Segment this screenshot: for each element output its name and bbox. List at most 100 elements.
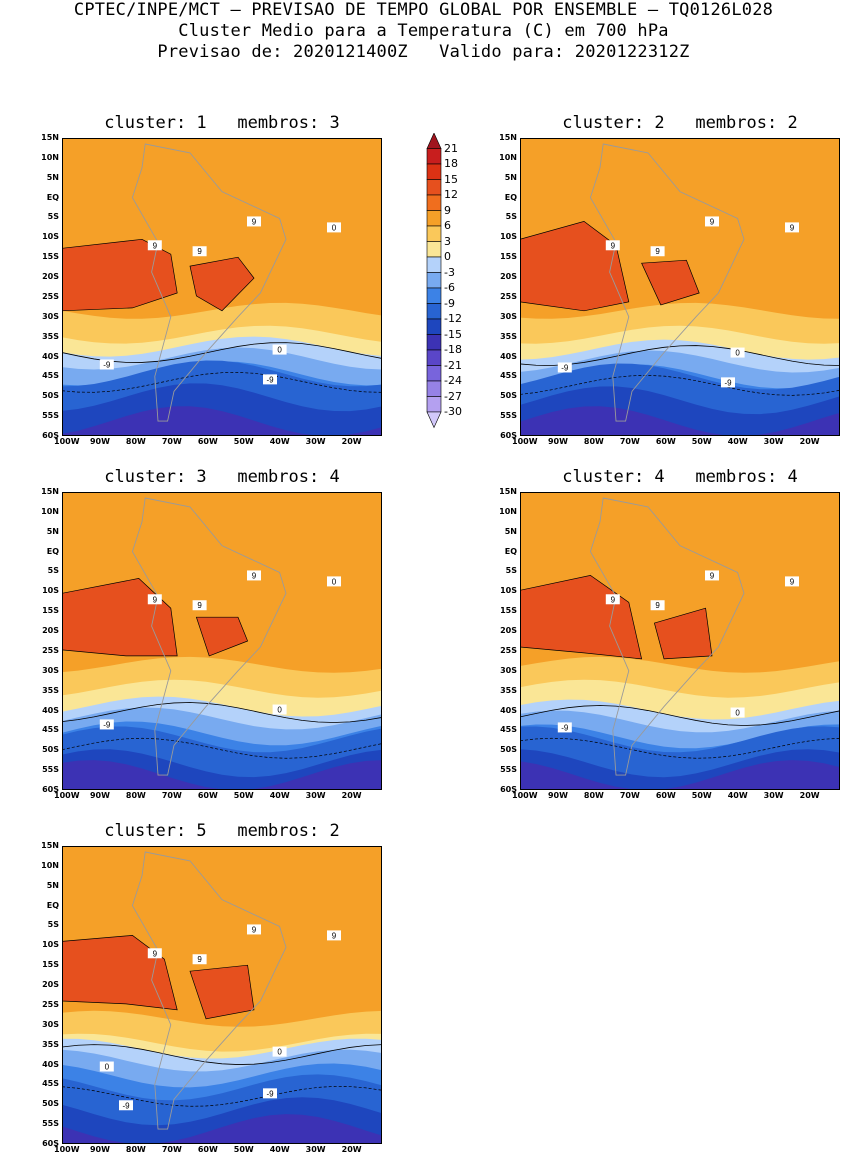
latitude-label: 45S	[42, 1079, 59, 1089]
latitude-label: 20S	[500, 626, 517, 636]
longitude-label: 40W	[727, 791, 748, 800]
latitude-label: 5S	[47, 212, 59, 222]
latitude-label: 20S	[42, 626, 59, 636]
latitude-label: 10N	[41, 860, 59, 870]
colorbar-swatch	[426, 225, 442, 242]
svg-text:0: 0	[332, 577, 337, 586]
temperature-band	[62, 760, 382, 790]
latitude-label: 15N	[41, 133, 59, 142]
latitude-label: 5N	[46, 880, 59, 890]
continent-outline	[589, 143, 745, 422]
contour-label: 9	[327, 930, 341, 941]
longitude-label: 40W	[727, 437, 748, 446]
colorbar-swatch	[426, 256, 442, 273]
warm-region-9	[520, 221, 630, 312]
latitude-label: 15S	[42, 960, 59, 970]
warm-region-9	[641, 259, 700, 306]
colorbar-swatch	[426, 303, 442, 320]
colorbar-swatch	[426, 287, 442, 304]
svg-text:9: 9	[790, 223, 795, 232]
svg-text:-9: -9	[266, 375, 274, 384]
colorbar-label: -3	[444, 265, 455, 279]
longitude-label: 80W	[125, 437, 146, 446]
longitude-label: 100W	[54, 437, 80, 446]
contour-label: 9	[247, 924, 261, 935]
latitude-label: 10N	[499, 152, 517, 162]
longitude-label: 80W	[583, 791, 604, 800]
longitude-label: 60W	[655, 437, 676, 446]
contour-label: 9	[785, 222, 799, 233]
colorbar-swatch	[426, 334, 442, 351]
contour-label: 0	[272, 704, 287, 715]
longitude-label: 90W	[89, 437, 110, 446]
svg-text:-9: -9	[266, 1089, 274, 1098]
contour-label: 9	[192, 600, 207, 611]
contour-minus-9	[520, 375, 840, 396]
svg-text:9: 9	[710, 217, 715, 226]
latitude-label: 25S	[500, 291, 517, 301]
latitude-label: 40S	[500, 351, 517, 361]
longitude-label: 40W	[269, 1145, 290, 1154]
latitude-label: 15S	[42, 252, 59, 262]
longitude-label: 20W	[799, 437, 820, 446]
latitude-label: EQ	[46, 900, 59, 910]
svg-text:9: 9	[197, 247, 202, 256]
svg-text:9: 9	[611, 595, 616, 604]
longitude-label: 50W	[233, 791, 254, 800]
svg-text:-9: -9	[122, 1101, 130, 1110]
colorbar-swatch	[426, 380, 442, 397]
temperature-map: 9 9 9 9 0 -9 -9	[520, 138, 840, 436]
contour-label: 9	[147, 240, 162, 251]
latitude-label: 15S	[500, 252, 517, 262]
latitude-label: 45S	[42, 371, 59, 381]
latitude-label: EQ	[46, 192, 59, 202]
latitude-label: 5S	[505, 566, 517, 576]
panel-title: cluster: 3 membros: 4	[104, 467, 340, 487]
latitude-label: 5N	[46, 172, 59, 182]
svg-text:0: 0	[332, 223, 337, 232]
contour-label: 9	[605, 594, 620, 605]
latitude-label: 20S	[500, 272, 517, 282]
colorbar-label: -15	[444, 327, 462, 341]
longitude-label: 50W	[233, 1145, 254, 1154]
svg-text:9: 9	[197, 601, 202, 610]
latitude-label: 50S	[42, 745, 59, 755]
longitude-label: 80W	[125, 1145, 146, 1154]
temperature-map: 9 9 9 9 0 0 -9 -9	[62, 846, 382, 1144]
longitude-label: 100W	[54, 791, 80, 800]
latitude-label: 30S	[42, 311, 59, 321]
contour-0	[62, 342, 382, 363]
latitude-label: 45S	[42, 725, 59, 735]
continent-outline	[131, 497, 287, 776]
colorbar-label: -9	[444, 296, 455, 310]
latitude-label: EQ	[504, 192, 517, 202]
longitude-label: 100W	[512, 437, 538, 446]
contour-minus-9	[62, 372, 382, 393]
colorbar-swatch	[426, 241, 442, 258]
contour-0	[62, 1044, 382, 1065]
latitude-label: 15N	[499, 487, 517, 496]
latitude-label: EQ	[46, 546, 59, 556]
contour-label: 9	[192, 954, 207, 965]
colorbar-swatch	[426, 133, 442, 149]
contour-minus-9	[62, 737, 382, 759]
contour-label: -9	[99, 359, 114, 370]
header-line-2: Cluster Medio para a Temperatura (C) em …	[178, 21, 669, 41]
svg-text:-9: -9	[561, 363, 569, 372]
warm-region-9	[189, 964, 255, 1020]
contour-label: 0	[272, 344, 287, 355]
latitude-label: 55S	[42, 1119, 59, 1129]
warm-region-9	[653, 607, 713, 660]
temperature-band	[62, 1114, 382, 1144]
contour-label: 9	[192, 246, 207, 257]
contour-label: 9	[705, 570, 719, 581]
continent-outline	[589, 497, 745, 776]
latitude-label: 35S	[42, 331, 59, 341]
contour-label: 9	[605, 240, 620, 251]
longitude-label: 20W	[341, 791, 362, 800]
warm-region-9	[189, 256, 255, 312]
longitude-label: 70W	[161, 791, 182, 800]
latitude-label: 50S	[42, 1099, 59, 1109]
latitude-label: 40S	[42, 351, 59, 361]
latitude-label: 25S	[42, 645, 59, 655]
